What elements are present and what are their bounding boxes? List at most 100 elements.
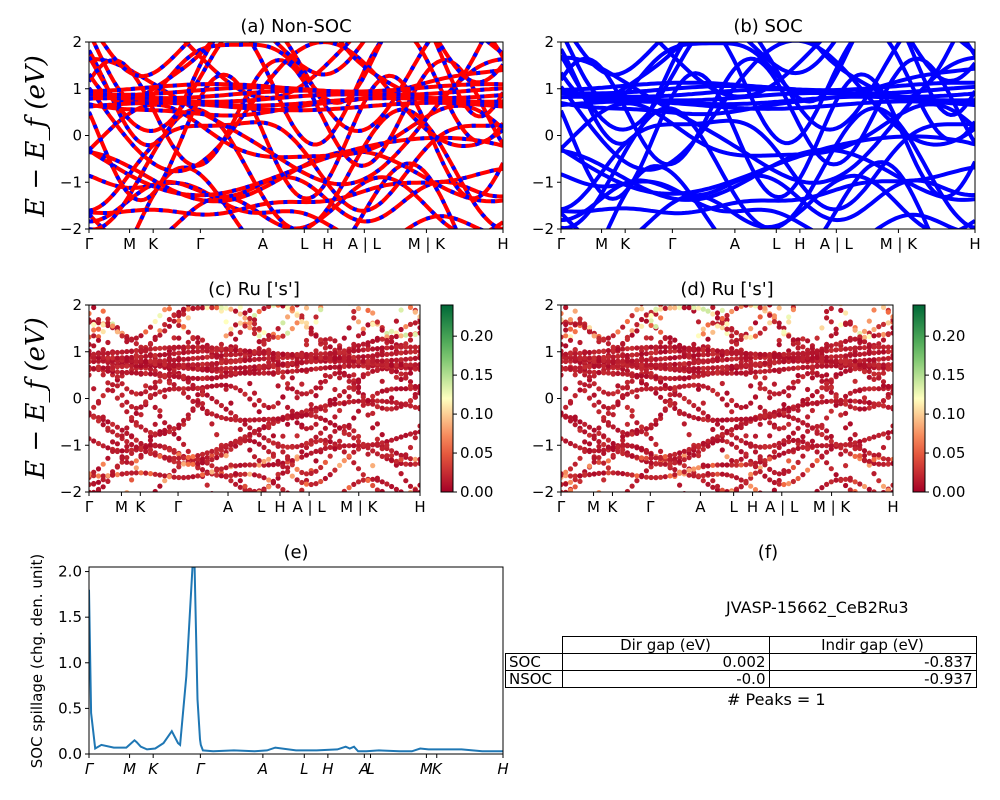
projected-band-point bbox=[95, 400, 102, 406]
projected-band-point bbox=[591, 402, 597, 408]
projected-band-point bbox=[734, 535, 739, 540]
projected-band-point bbox=[152, 431, 158, 437]
projected-band-point bbox=[256, 356, 262, 362]
projected-band-point bbox=[861, 362, 868, 368]
projected-band-point bbox=[389, 351, 395, 357]
projected-band-point bbox=[114, 463, 120, 469]
projected-band-point bbox=[880, 349, 887, 355]
projected-band-point bbox=[289, 351, 295, 358]
projected-band-point bbox=[417, 355, 420, 361]
projected-band-point bbox=[724, 330, 730, 337]
projected-band-point bbox=[242, 348, 248, 354]
projected-band-point bbox=[658, 329, 664, 335]
projected-band-point bbox=[294, 395, 300, 401]
projected-band-point bbox=[294, 312, 300, 318]
projected-band-point bbox=[700, 400, 706, 406]
projected-band-point bbox=[824, 372, 830, 378]
projected-band-point bbox=[176, 464, 182, 470]
projected-band-point bbox=[337, 355, 343, 361]
projected-band-point bbox=[824, 315, 830, 321]
projected-band-point bbox=[843, 321, 849, 327]
projected-band-point bbox=[143, 449, 149, 455]
projected-band-point bbox=[738, 305, 744, 309]
projected-band-point bbox=[351, 435, 357, 441]
projected-band-point bbox=[332, 268, 337, 273]
projected-band-point bbox=[620, 358, 626, 364]
projected-band-point bbox=[332, 467, 338, 473]
projected-band-point bbox=[266, 261, 271, 266]
projected-band-point bbox=[242, 323, 248, 329]
projected-band-point bbox=[795, 345, 801, 351]
projected-band-point bbox=[771, 319, 778, 325]
projected-band-point bbox=[398, 344, 404, 350]
projected-band-point bbox=[563, 343, 569, 349]
projected-band-point bbox=[318, 415, 324, 421]
projected-band-point bbox=[228, 416, 234, 422]
projected-band-point bbox=[695, 305, 702, 311]
projected-band-point bbox=[341, 349, 347, 355]
projected-band-point bbox=[308, 481, 314, 488]
projected-band-point bbox=[643, 344, 650, 350]
projected-band-point bbox=[658, 349, 664, 355]
projected-band-point bbox=[308, 325, 314, 331]
projected-band-point bbox=[143, 444, 149, 450]
projected-band-point bbox=[814, 458, 820, 464]
band-line-nonsoc bbox=[89, 68, 503, 118]
projected-band-point bbox=[729, 339, 735, 345]
projected-band-point bbox=[648, 460, 654, 466]
projected-band-point bbox=[152, 452, 158, 458]
projected-band-point bbox=[786, 366, 792, 372]
projected-band-point bbox=[351, 428, 357, 434]
projected-band-point bbox=[624, 431, 631, 437]
projected-band-point bbox=[880, 321, 887, 327]
projected-band-point bbox=[337, 375, 343, 381]
projected-band-point bbox=[762, 386, 768, 392]
projected-band-point bbox=[733, 330, 740, 336]
projected-band-point bbox=[667, 461, 673, 467]
x-tick-label: H bbox=[747, 498, 758, 516]
projected-band-point bbox=[247, 364, 253, 370]
projected-band-point bbox=[101, 265, 106, 270]
y-tick-label: 2 bbox=[544, 296, 554, 314]
projected-band-point bbox=[824, 481, 830, 487]
projected-band-point bbox=[166, 306, 172, 312]
projected-band-point bbox=[824, 428, 830, 434]
projected-band-point bbox=[342, 263, 347, 268]
y-tick-label: 1 bbox=[544, 80, 554, 98]
projected-band-point bbox=[199, 451, 206, 457]
projected-band-point bbox=[790, 354, 797, 361]
projected-band-point bbox=[828, 438, 834, 444]
projected-band-point bbox=[370, 482, 376, 489]
projected-band-point bbox=[91, 305, 97, 311]
projected-band-point bbox=[190, 461, 196, 467]
projected-band-point bbox=[214, 446, 220, 453]
y-tick-label: 2 bbox=[544, 33, 554, 51]
projected-band-point bbox=[705, 370, 711, 376]
soc-indir-gap: -0.837 bbox=[768, 653, 977, 671]
projected-band-point bbox=[195, 348, 201, 354]
projected-band-point bbox=[313, 281, 318, 286]
projected-band-point bbox=[218, 341, 224, 347]
projected-band-point bbox=[341, 372, 347, 378]
projected-band-point bbox=[695, 416, 702, 422]
projected-band-point bbox=[847, 436, 853, 442]
projected-band-point bbox=[819, 348, 825, 354]
projected-band-point bbox=[577, 355, 583, 361]
projected-band-point bbox=[251, 390, 258, 396]
projected-band-point bbox=[171, 362, 177, 368]
panel-e-ylabel: SOC spillage (chg. den. unit) bbox=[28, 554, 46, 769]
band-line-nonsoc bbox=[89, 100, 503, 113]
projected-band-point bbox=[399, 495, 404, 500]
projected-band-point bbox=[695, 382, 702, 388]
projected-band-point bbox=[413, 558, 418, 563]
projected-band-point bbox=[171, 357, 177, 363]
projected-band-point bbox=[299, 313, 305, 319]
projected-band-point bbox=[890, 456, 893, 462]
projected-band-point bbox=[195, 385, 201, 392]
projected-band-point bbox=[658, 454, 664, 460]
projected-band-point bbox=[256, 473, 262, 479]
projected-band-point bbox=[407, 398, 414, 404]
projected-band-point bbox=[577, 538, 582, 543]
projected-band-point bbox=[767, 420, 773, 426]
projected-band-point bbox=[228, 473, 234, 479]
